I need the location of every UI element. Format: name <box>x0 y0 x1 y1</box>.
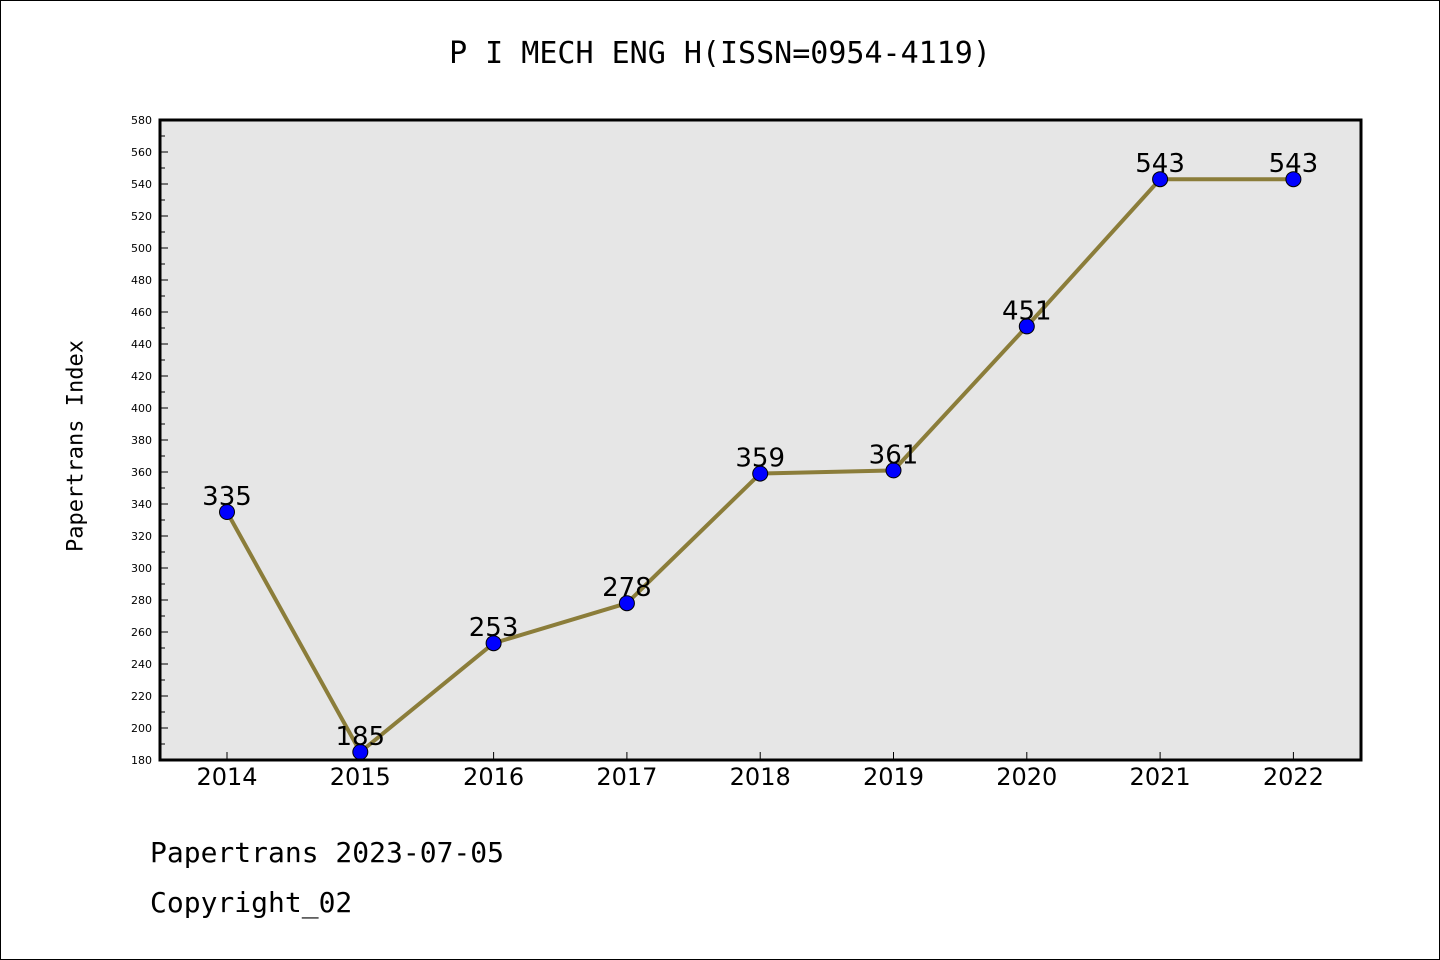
y-tick-label: 440 <box>131 338 152 351</box>
plot-area <box>160 120 1361 760</box>
data-point <box>219 504 235 520</box>
y-tick-label: 280 <box>131 594 152 607</box>
x-tick-label: 2015 <box>330 763 391 791</box>
y-tick-label: 200 <box>131 722 152 735</box>
y-tick-label: 240 <box>131 658 152 671</box>
y-tick-label: 460 <box>131 306 152 319</box>
y-tick-label: 480 <box>131 274 152 287</box>
x-tick-label: 2016 <box>463 763 524 791</box>
x-tick-label: 2022 <box>1263 763 1324 791</box>
x-tick-label: 2018 <box>730 763 791 791</box>
y-tick-label: 560 <box>131 146 152 159</box>
y-tick-label: 220 <box>131 690 152 703</box>
data-label: 253 <box>469 613 519 643</box>
data-point <box>1285 171 1302 188</box>
footer-copyright: Copyright_02 <box>150 886 353 919</box>
data-label: 451 <box>1002 296 1052 326</box>
y-tick-label: 300 <box>131 562 152 575</box>
y-tick-label: 180 <box>131 754 152 767</box>
data-point <box>485 635 502 652</box>
y-tick-label: 260 <box>131 626 152 639</box>
plot-border <box>158 118 1363 762</box>
y-tick-label: 520 <box>131 210 152 223</box>
footer-date: Papertrans 2023-07-05 <box>150 836 505 869</box>
data-point <box>618 595 635 612</box>
y-tick-label: 380 <box>131 434 152 447</box>
y-tick-label: 360 <box>131 466 152 479</box>
x-tick-label: 2020 <box>996 763 1057 791</box>
y-tick-label: 500 <box>131 242 152 255</box>
data-point <box>1152 171 1169 188</box>
data-label: 335 <box>202 482 252 512</box>
x-tick-label: 2014 <box>196 763 257 791</box>
y-tick-label: 580 <box>131 114 152 127</box>
chart-title: P I MECH ENG H(ISSN=0954-4119) <box>449 36 991 71</box>
data-label: 543 <box>1135 149 1185 179</box>
data-point <box>885 462 902 479</box>
data-label: 361 <box>869 440 919 470</box>
data-label: 543 <box>1269 149 1319 179</box>
data-label: 185 <box>335 722 385 752</box>
data-point <box>1018 318 1035 335</box>
data-label: 278 <box>602 573 652 603</box>
y-tick-label: 320 <box>131 530 152 543</box>
y-tick-label: 420 <box>131 370 152 383</box>
y-tick-label: 540 <box>131 178 152 191</box>
x-tick-label: 2021 <box>1130 763 1191 791</box>
y-tick-label: 340 <box>131 498 152 511</box>
x-tick-label: 2019 <box>863 763 924 791</box>
data-point <box>752 465 769 482</box>
data-label: 359 <box>735 444 785 474</box>
x-tick-label: 2017 <box>596 763 657 791</box>
y-tick-label: 400 <box>131 402 152 415</box>
